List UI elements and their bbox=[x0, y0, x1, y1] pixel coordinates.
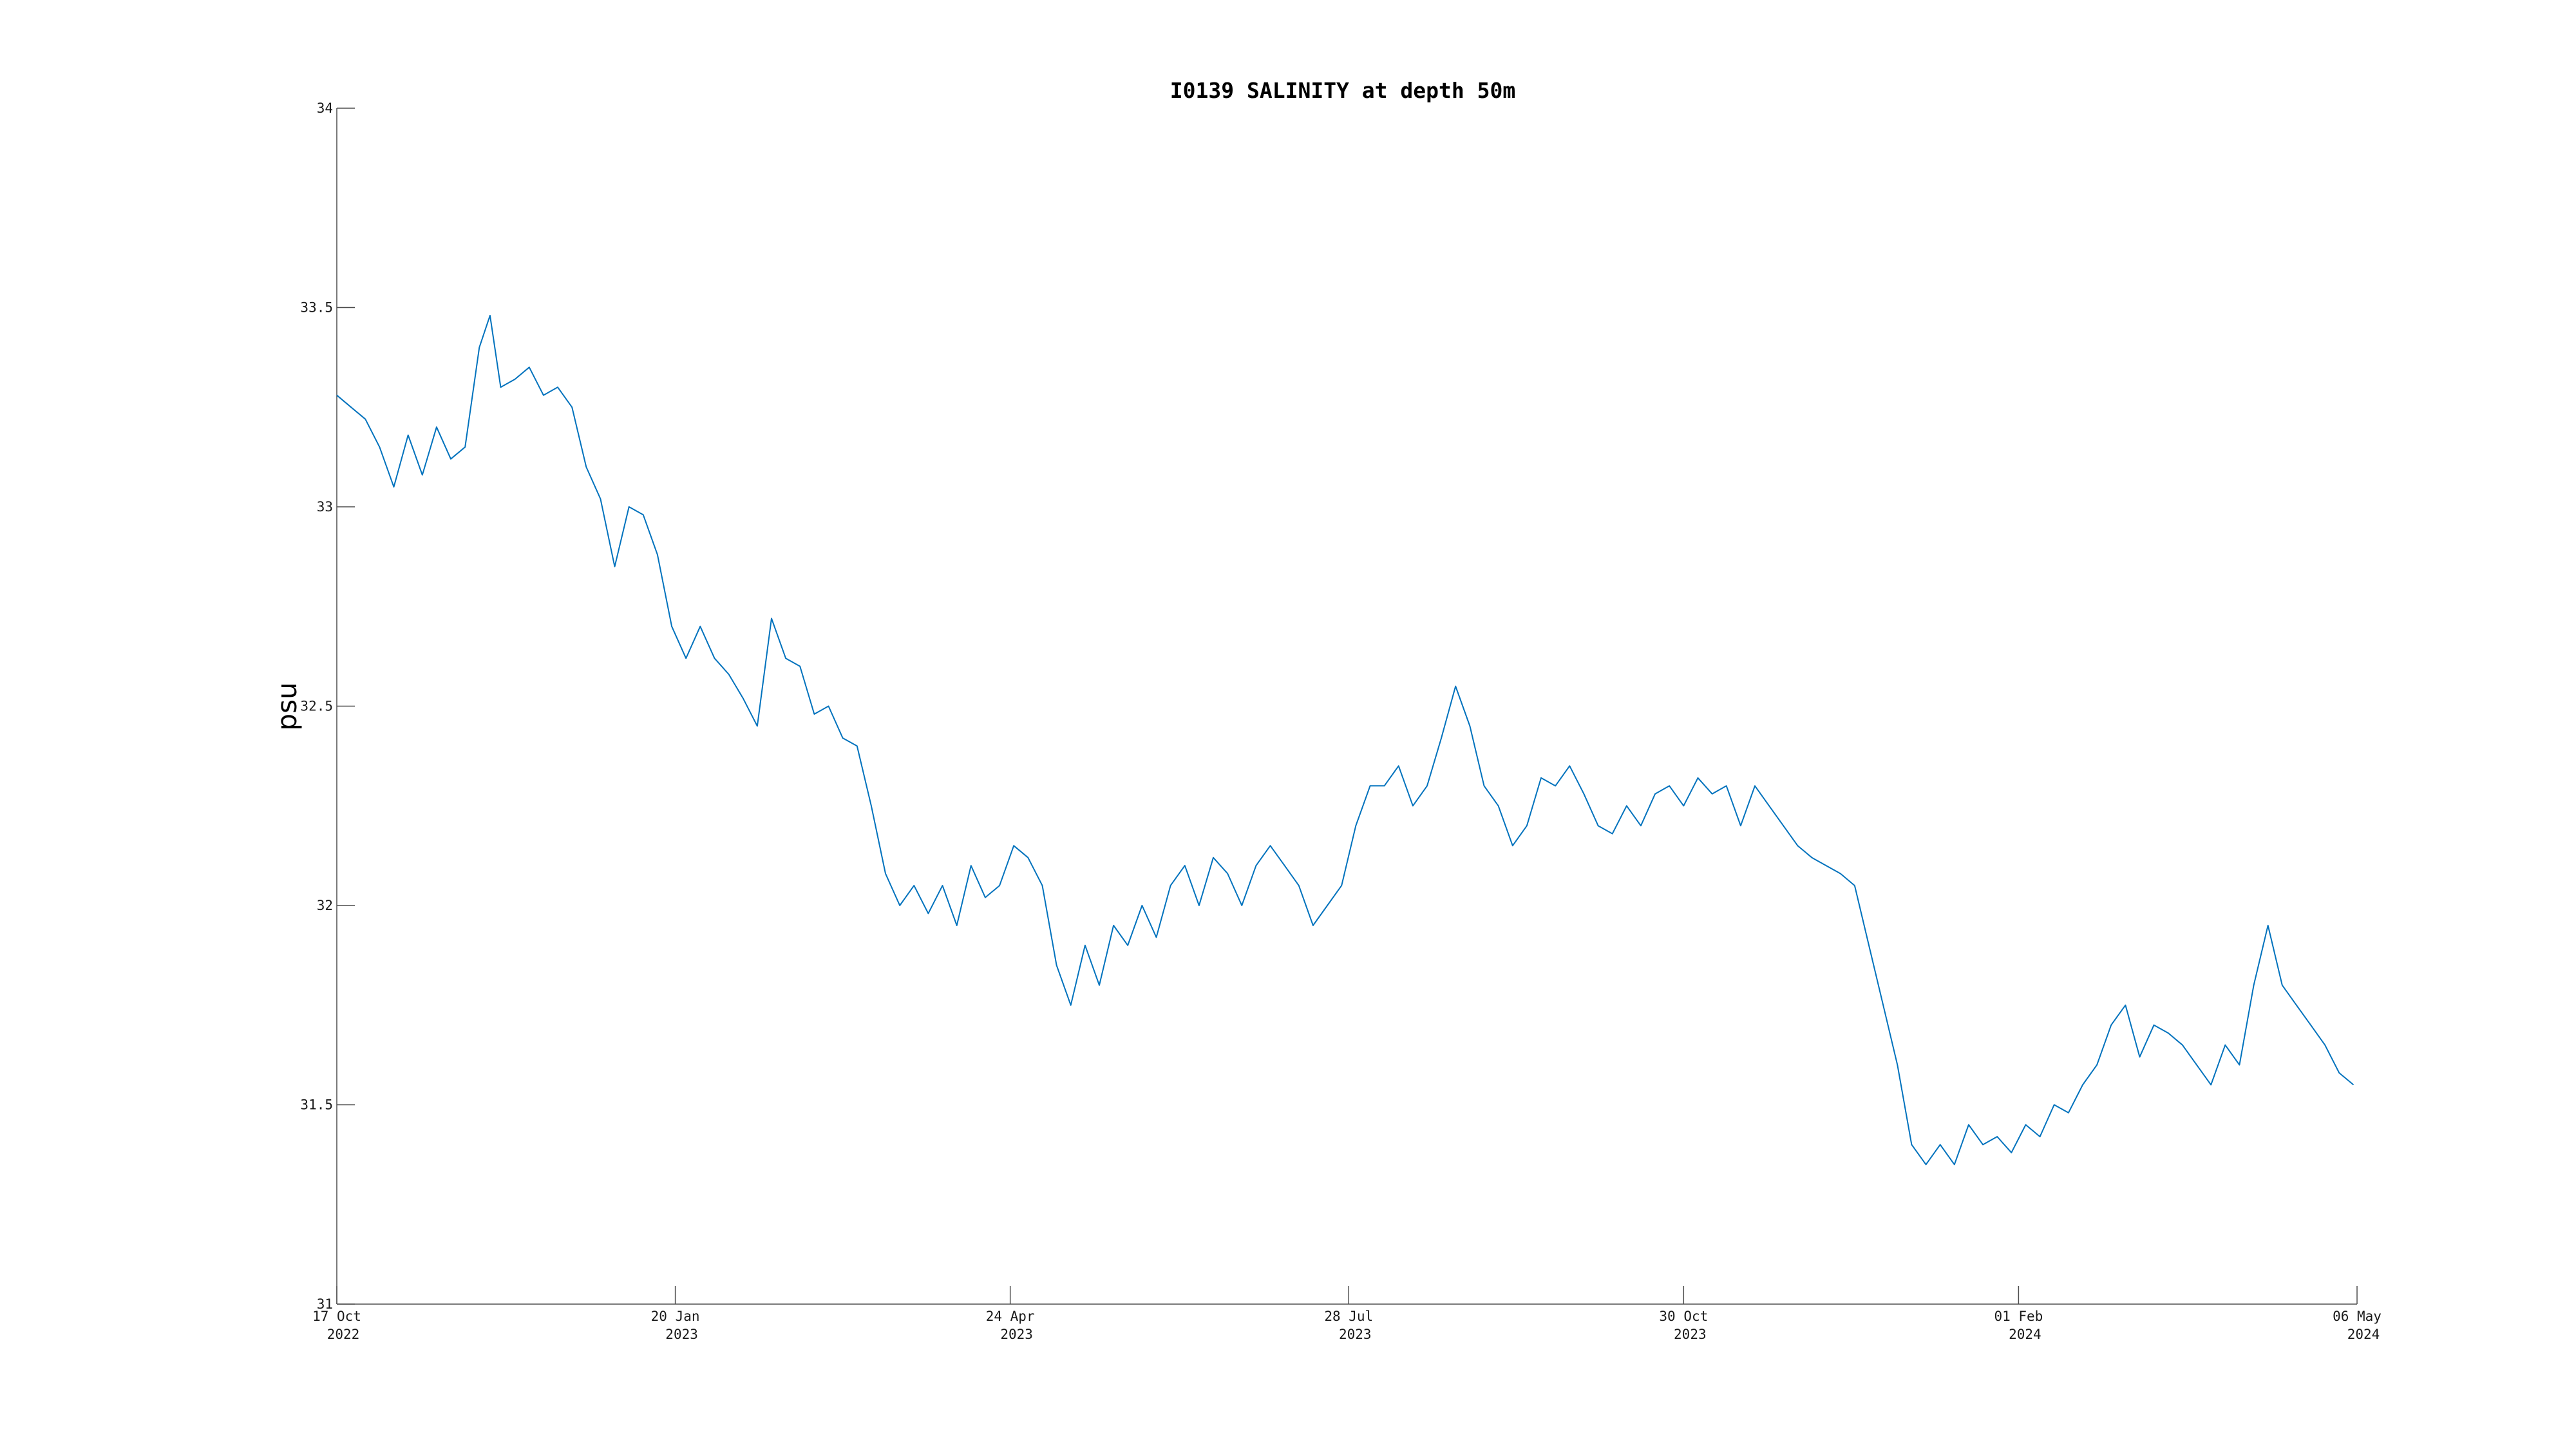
x-tick-label: 20 Jan bbox=[651, 1309, 700, 1324]
x-tick-label: 30 Oct bbox=[1659, 1309, 1708, 1324]
series-line bbox=[336, 314, 2354, 1166]
plot-area: 31 31.5 32 32.5 33 33.5 34 17 Oct 2022 20 Jan 202… bbox=[300, 100, 2382, 1342]
y-tick-label: 34 bbox=[317, 100, 333, 116]
chart-title: I0139 SALINITY at depth 50m bbox=[1170, 78, 1515, 103]
x-tick-label: 17 Oct bbox=[312, 1309, 361, 1324]
x-tick-year-label: 2022 bbox=[327, 1327, 360, 1342]
x-tick-year-label: 2024 bbox=[2009, 1327, 2041, 1342]
y-tick-label: 31.5 bbox=[300, 1097, 333, 1113]
series-group bbox=[336, 314, 2354, 1166]
y-tick-label: 31 bbox=[317, 1296, 333, 1312]
x-tick-label: 24 Apr bbox=[986, 1309, 1035, 1324]
x-tick-year-label: 2023 bbox=[665, 1327, 698, 1342]
y-tick-label: 32 bbox=[317, 898, 333, 913]
x-tick-label: 28 Jul bbox=[1324, 1309, 1373, 1324]
y-axis-label: psu bbox=[271, 682, 303, 730]
x-tick-label: 01 Feb bbox=[1994, 1309, 2043, 1324]
y-tick-label: 33 bbox=[317, 499, 333, 515]
x-tick-year-label: 2023 bbox=[1674, 1327, 1707, 1342]
y-tick-label: 32.5 bbox=[300, 699, 333, 714]
x-tick-year-label: 2023 bbox=[1339, 1327, 1372, 1342]
x-tick-label: 06 May bbox=[2333, 1309, 2382, 1324]
y-tick-label: 33.5 bbox=[300, 300, 333, 316]
x-tick-year-label: 2024 bbox=[2347, 1327, 2380, 1342]
y-ticks: 31 31.5 32 32.5 33 33.5 34 bbox=[300, 100, 355, 1312]
x-tick-year-label: 2023 bbox=[1000, 1327, 1033, 1342]
x-ticks: 17 Oct 2022 20 Jan 2023 24 Apr 2023 28 Jul 2023… bbox=[312, 1286, 2382, 1342]
